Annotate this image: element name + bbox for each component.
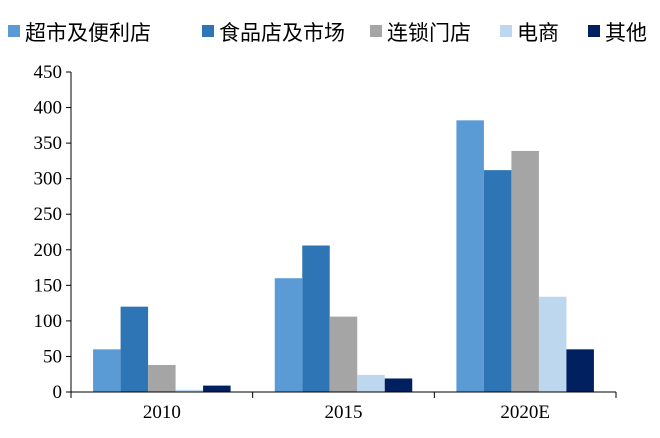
y-tick-label: 450 xyxy=(34,62,63,83)
legend-label: 食品店及市场 xyxy=(219,21,345,45)
bar xyxy=(203,385,231,392)
bar xyxy=(93,349,121,392)
bar xyxy=(483,170,512,392)
y-tick-label: 150 xyxy=(34,275,63,296)
legend-swatch xyxy=(588,25,600,37)
legend-label: 其他 xyxy=(605,21,647,45)
y-tick-label: 50 xyxy=(43,346,62,367)
bar xyxy=(456,120,484,392)
legend-item: 食品店及市场 xyxy=(202,21,345,45)
bars xyxy=(93,120,594,392)
y-tick-label: 400 xyxy=(34,98,63,119)
bar xyxy=(148,364,176,392)
y-tick-label: 300 xyxy=(34,169,63,190)
y-axis: 0 50 100 150 200 250 300 350 400 450 xyxy=(34,62,72,403)
bar xyxy=(511,150,539,392)
legend-label: 连锁门店 xyxy=(387,21,471,45)
bar xyxy=(566,349,594,392)
legend-swatch xyxy=(370,25,382,37)
legend-label: 电商 xyxy=(517,21,559,45)
y-tick-label: 200 xyxy=(34,240,63,261)
y-tick-label: 350 xyxy=(34,133,63,154)
y-tick-label: 0 xyxy=(53,382,63,403)
legend-item: 电商 xyxy=(500,21,559,45)
y-tick-label: 100 xyxy=(34,311,63,332)
legend-swatch xyxy=(8,25,20,37)
bar xyxy=(120,306,149,392)
legend-swatch xyxy=(202,25,214,37)
legend: 超市及便利店 食品店及市场 连锁门店 电商 其他 xyxy=(8,21,647,45)
bar xyxy=(538,296,567,392)
bar xyxy=(384,378,413,392)
legend-item: 连锁门店 xyxy=(370,21,471,45)
bar xyxy=(274,278,303,392)
x-tick-label: 2020E xyxy=(500,402,550,423)
bar xyxy=(175,389,204,392)
legend-label: 超市及便利店 xyxy=(25,21,151,45)
y-tick-label: 250 xyxy=(34,204,63,225)
bar xyxy=(357,374,385,392)
legend-item: 其他 xyxy=(588,21,647,45)
x-tick-label: 2010 xyxy=(143,402,181,423)
legend-item: 超市及便利店 xyxy=(8,21,151,45)
bar xyxy=(302,245,330,392)
x-axis: 2010 2015 2020E xyxy=(70,391,617,423)
bar xyxy=(329,316,358,392)
legend-swatch xyxy=(500,25,512,37)
x-tick-label: 2015 xyxy=(325,402,363,423)
